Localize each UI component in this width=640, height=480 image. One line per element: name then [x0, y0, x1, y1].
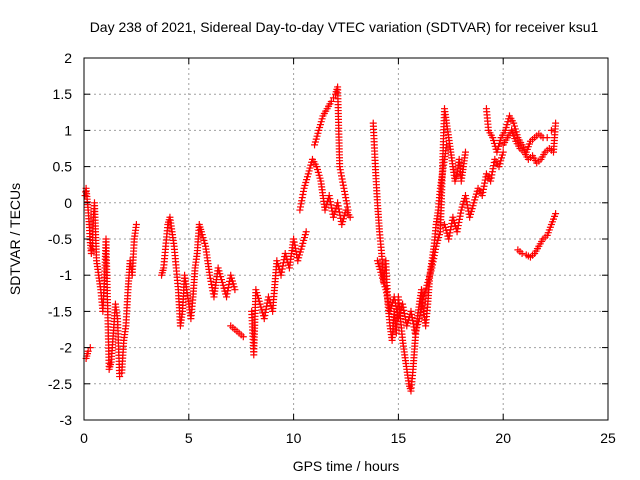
grid-layer — [84, 58, 608, 420]
y-tick-label: -2.5 — [48, 376, 72, 392]
data-point — [116, 373, 124, 381]
data-point — [231, 286, 239, 294]
x-tick-label: 5 — [185, 430, 193, 446]
data-point — [302, 228, 310, 236]
y-tick-label: 1 — [64, 122, 72, 138]
x-tick-label: 10 — [286, 430, 302, 446]
data-point — [552, 210, 560, 218]
y-tick-label: 0 — [64, 195, 72, 211]
x-tick-label: 20 — [495, 430, 511, 446]
marks-layer — [81, 83, 560, 395]
y-axis-title: SDTVAR / TECUs — [7, 183, 23, 295]
y-tick-label: -1.5 — [48, 303, 72, 319]
y-tick-label: 0.5 — [53, 159, 73, 175]
data-point — [543, 134, 551, 142]
ticks-layer: -3-2.5-2-1.5-1-0.500.511.520 5 10 15 20 25 — [48, 50, 616, 446]
chart-title: Day 238 of 2021, Sidereal Day-to-day VTE… — [90, 19, 599, 35]
x-axis-title: GPS time / hours — [293, 458, 400, 474]
y-tick-label: 2 — [64, 50, 72, 66]
x-tick-label: 0 — [80, 430, 88, 446]
data-point — [132, 221, 140, 229]
data-point — [346, 213, 354, 221]
y-tick-label: -3 — [60, 412, 73, 428]
data-point — [461, 148, 469, 156]
x-tick-label: 25 — [600, 430, 616, 446]
data-point — [552, 119, 560, 127]
data-point — [344, 206, 352, 214]
data-point — [327, 97, 335, 105]
y-tick-label: -2 — [60, 340, 73, 356]
y-tick-label: -1 — [60, 267, 73, 283]
data-point — [329, 94, 337, 102]
data-point — [547, 126, 555, 134]
data-point — [518, 249, 526, 257]
y-tick-label: 1.5 — [53, 86, 73, 102]
data-point — [499, 148, 507, 156]
data-point — [84, 347, 92, 355]
y-tick-label: -0.5 — [48, 231, 72, 247]
x-tick-label: 15 — [391, 430, 407, 446]
data-point — [239, 333, 247, 341]
